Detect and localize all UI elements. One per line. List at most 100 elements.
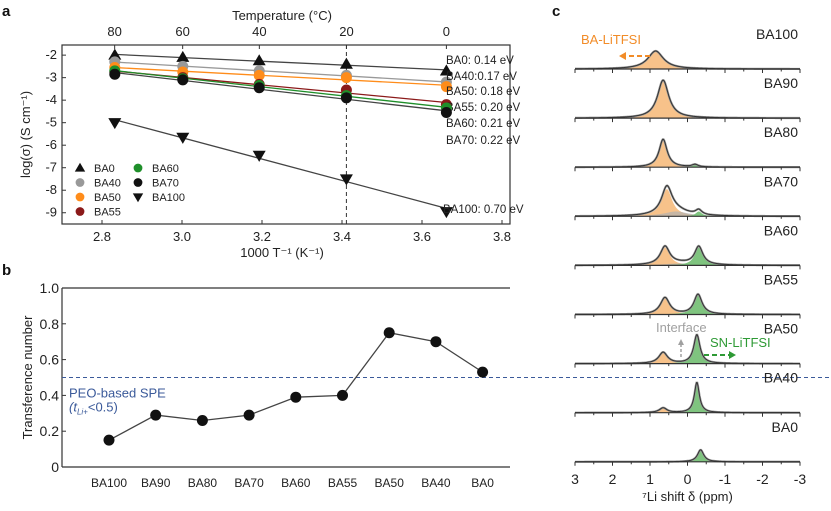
data-point-BA70 [109,68,121,80]
x-tick-label: BA100 [91,476,127,490]
envelope-outline [574,184,801,218]
fit-line-BA50 [114,66,447,86]
y-tick-label: 0.8 [40,316,60,332]
fit-line-BA60 [114,69,447,108]
top-tick-label: 20 [339,24,353,39]
interface-annotation: Interface [656,320,707,335]
x-tick-label: 2.8 [93,229,111,244]
envelope-line [574,185,801,217]
x-tick-label: 3.2 [253,229,271,244]
legend-marker-BA100 [132,193,144,203]
spectrum-BA90: BA90 [574,75,801,123]
legend-marker-BA55 [75,207,85,216]
plot-frame [61,44,511,225]
activation-energy-label: BA40:0.17 eV [446,71,517,83]
y-axis-title: Transference number [20,315,35,439]
legend-label: BA55 [94,207,121,219]
reference-label: PEO-based SPE [69,385,166,400]
envelope-outline [574,448,801,463]
data-point-BA70 [340,92,352,104]
x-axis-title: ⁷Li shift δ (ppm) [642,489,733,504]
y-tick-label: -5 [45,115,57,130]
spectrum-label: BA60 [764,222,798,238]
x-tick-label: -3 [794,471,807,487]
data-point-BA100 [176,132,190,144]
sn-peak-fill [575,382,800,413]
y-axis-title: log(σ) (S cm⁻¹) [18,91,33,178]
y-tick-label: 0.2 [40,423,60,439]
sn-peak-fill [575,247,800,266]
top-axis-title: Temperature (°C) [232,8,332,23]
x-tick-label: BA70 [234,476,264,490]
y-tick-label: -2 [45,47,57,62]
arrow-up-icon [678,339,684,345]
x-tick-label: BA55 [328,476,358,490]
legend-marker-BA0 [74,162,86,172]
spectrum-label: BA70 [764,173,798,189]
data-point-BA55 [337,389,348,401]
spectrum-label: BA55 [764,272,798,288]
x-tick-label: 3.8 [493,229,511,244]
data-point-BA50 [383,327,395,339]
legend-label: BA70 [152,178,179,190]
y-tick-label: -9 [45,205,57,220]
panel-label-a: a [2,3,11,20]
sn-peak-fill [575,294,800,315]
data-point-BA0 [339,57,353,69]
top-tick-label: 40 [252,24,266,39]
envelope-line [574,245,801,266]
x-tick-label: 3.0 [173,229,191,244]
y-tick-label: 0 [51,459,59,475]
x-tick-label: 2 [609,471,617,487]
legend-marker-BA70 [133,178,143,187]
ba-peak-fill [575,51,800,69]
fit-line-BA70 [114,71,447,112]
activation-energy-label: BA50: 0.18 eV [446,86,520,98]
data-point-BA0 [439,64,453,76]
legend-label: BA100 [152,192,185,204]
fit-line-BA40 [114,61,447,83]
data-point-BA100 [439,207,453,219]
legend-label: BA50 [94,192,121,204]
x-tick-label: 3 [571,471,579,487]
spectrum-BA80: BA80 [574,124,801,172]
legend-marker-BA40 [75,178,85,187]
y-tick-label: -7 [45,160,57,175]
envelope-outline [574,49,801,71]
x-tick-label: BA0 [471,476,494,490]
panel-label-b: b [2,262,11,279]
top-tick-label: 80 [107,24,121,39]
spectrum-BA60: BA60 [574,222,801,270]
data-point-BA80 [196,414,208,426]
x-tick-label: BA40 [421,476,451,490]
fit-line-BA0 [114,53,447,71]
spectrum-BA40: BA40 [574,370,801,417]
spectrum-label: BA50 [764,321,798,337]
top-tick-label: 60 [175,24,189,39]
spectrum-BA0: BA0 [574,419,801,466]
data-point-BA0 [176,50,190,62]
data-point-BA90 [150,409,162,421]
reference-sublabel: (tLi+<0.5) [69,400,118,417]
spectrum-label: BA0 [772,419,799,435]
x-tick-label: BA60 [281,476,311,490]
envelope-line [574,138,801,168]
ba-peak-fill [575,139,800,168]
data-point-BA50 [253,69,265,81]
envelope-outline [574,381,801,414]
legend-marker-BA50 [75,192,85,202]
activation-energy-label: BA55: 0.20 eV [446,102,520,114]
spectrum-BA70: BA70 [574,173,801,221]
data-point-BA100 [339,174,353,186]
y-tick-label: -3 [45,70,57,85]
x-tick-label: BA90 [141,476,171,490]
interface-peak-fill [575,211,800,217]
data-point-BA50 [340,72,352,84]
data-point-BA70 [253,82,265,94]
ba-peak-fill [575,189,800,217]
y-tick-label: -8 [45,182,57,197]
spectrum-label: BA90 [764,75,798,91]
y-tick-label: -6 [45,137,57,152]
x-tick-label: BA80 [188,476,218,490]
